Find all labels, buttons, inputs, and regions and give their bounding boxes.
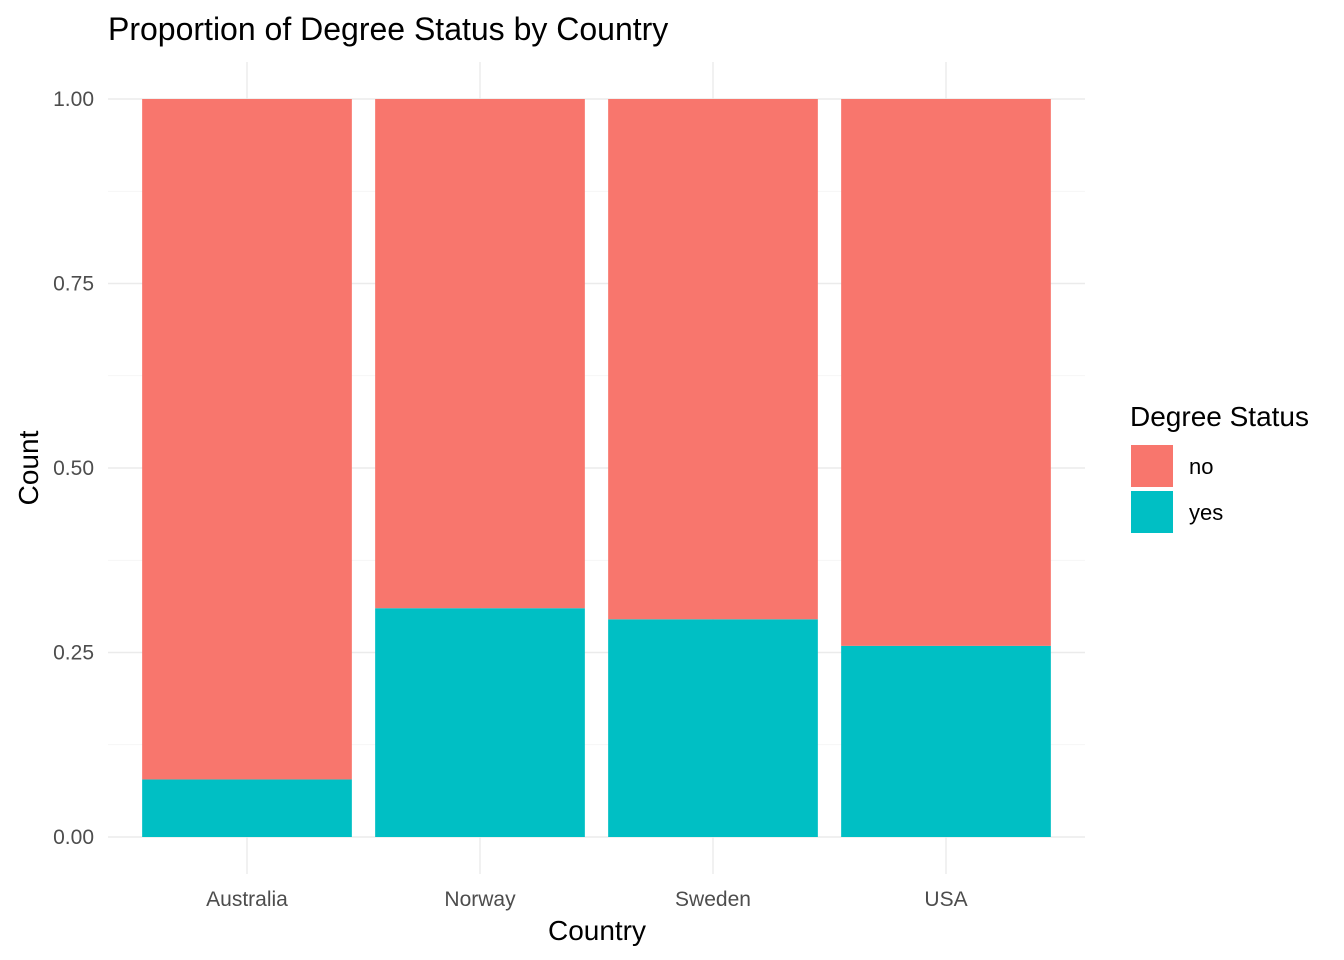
bar-yes-usa [841, 645, 1051, 837]
bar-yes-australia [142, 779, 352, 837]
y-tick-label: 0.75 [53, 273, 94, 296]
y-tick-label: 0.50 [53, 457, 94, 480]
y-tick-label: 0.25 [53, 642, 94, 665]
legend-title: Degree Status [1130, 401, 1309, 432]
x-axis-ticks: Australia Norway Sweden USA [206, 888, 967, 911]
y-axis-label: Count [13, 430, 44, 505]
bar-yes-norway [375, 608, 585, 837]
bars [142, 99, 1051, 837]
y-axis-ticks: 0.00 0.25 0.50 0.75 1.00 [53, 88, 94, 849]
x-axis-label: Country [548, 915, 646, 946]
legend: Degree Status no yes [1130, 401, 1309, 533]
legend-key-no [1131, 445, 1173, 487]
bar-no-norway [375, 99, 585, 609]
bar-yes-sweden [608, 619, 818, 837]
legend-key-yes [1131, 491, 1173, 533]
x-tick-label: Norway [444, 888, 516, 911]
x-tick-label: Australia [206, 888, 288, 911]
chart-title: Proportion of Degree Status by Country [108, 11, 668, 47]
legend-label-no: no [1189, 454, 1213, 479]
bar-no-australia [142, 99, 352, 780]
y-tick-label: 0.00 [53, 826, 94, 849]
x-tick-label: Sweden [675, 888, 751, 911]
x-tick-label: USA [924, 888, 967, 911]
bar-no-sweden [608, 99, 818, 620]
legend-label-yes: yes [1189, 500, 1223, 525]
y-tick-label: 1.00 [53, 88, 94, 111]
bar-no-usa [841, 99, 1051, 646]
